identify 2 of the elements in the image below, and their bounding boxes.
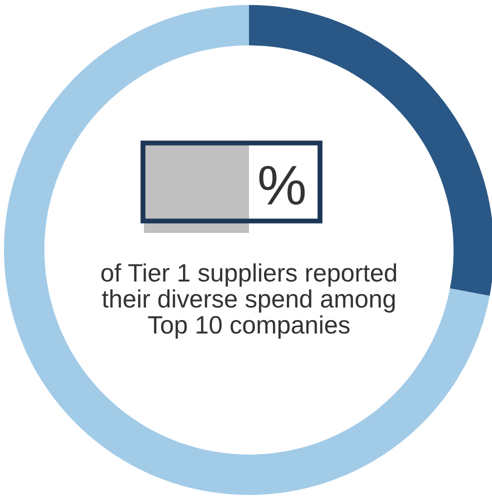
text: of Tier 1 suppliers reported their diverse spend among Top 10 companies <box>101 263 396 339</box>
text: % <box>259 166 305 205</box>
